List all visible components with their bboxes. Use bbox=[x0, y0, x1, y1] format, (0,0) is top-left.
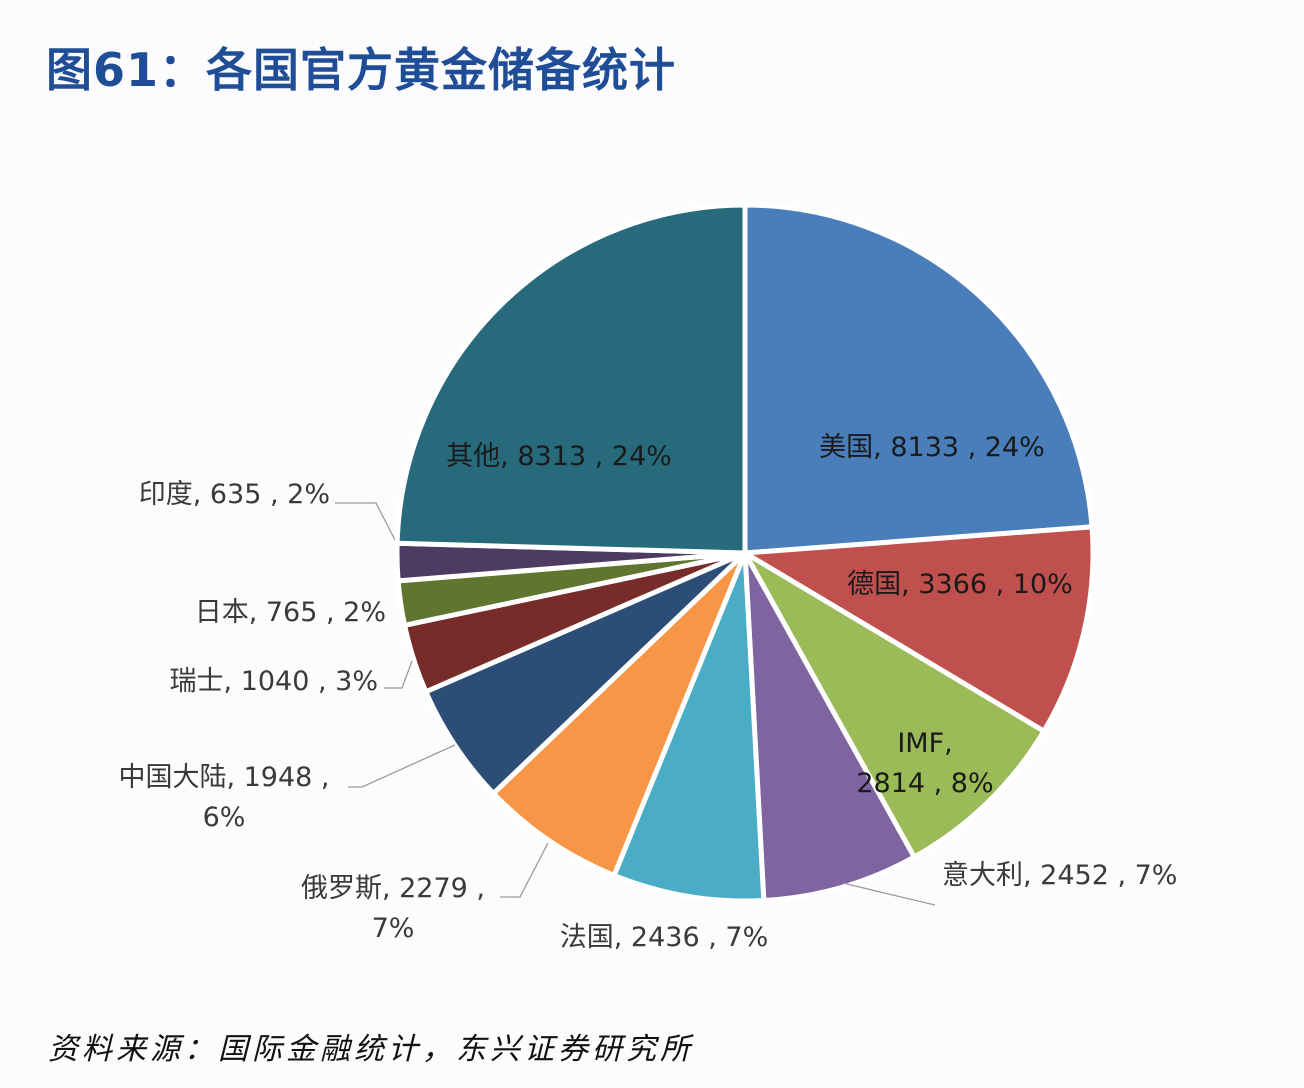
leader-line-5 bbox=[500, 842, 549, 898]
chart-title: 图61：各国官方黄金储备统计 bbox=[46, 43, 677, 97]
data-label-5: 俄罗斯, 2279 , 7% bbox=[301, 873, 485, 944]
pie-slice-1 bbox=[742, 524, 1096, 734]
leader-line-6 bbox=[348, 744, 456, 788]
source-note: 资料来源：国际金融统计，东兴证券研究所 bbox=[48, 1032, 694, 1067]
leader-line-3 bbox=[842, 882, 936, 906]
data-label-4: 法国, 2436 , 7% bbox=[560, 922, 768, 953]
data-label-6: 中国大陆, 1948 , 6% bbox=[118, 762, 329, 833]
data-label-3: 意大利, 2452 , 7% bbox=[942, 860, 1177, 891]
data-label-2: IMF, 2814 , 8% bbox=[856, 728, 993, 799]
data-label-0: 美国, 8133 , 24% bbox=[819, 432, 1045, 463]
pie-slice-10 bbox=[394, 202, 748, 556]
data-label-9: 印度, 635 , 2% bbox=[139, 479, 330, 510]
data-label-7: 瑞士, 1040 , 3% bbox=[170, 666, 378, 697]
pie-slice-5 bbox=[490, 550, 748, 878]
pie-slice-0 bbox=[742, 202, 1095, 556]
data-label-1: 德国, 3366 , 10% bbox=[847, 569, 1073, 600]
data-labels: 美国, 8133 , 24% 德国, 3366 , 10% IMF, 2814 , 8… bbox=[118, 432, 1177, 953]
pie-slices bbox=[394, 202, 1096, 904]
leader-line-7 bbox=[384, 660, 413, 689]
pie-slice-4 bbox=[611, 550, 767, 904]
leader-lines bbox=[335, 502, 936, 906]
data-label-10: 其他, 8313 , 24% bbox=[446, 441, 672, 472]
pie-slice-3 bbox=[742, 550, 917, 903]
data-label-8: 日本, 765 , 2% bbox=[195, 597, 386, 628]
pie-slice-2 bbox=[742, 550, 1047, 860]
leader-line-9 bbox=[335, 502, 396, 541]
